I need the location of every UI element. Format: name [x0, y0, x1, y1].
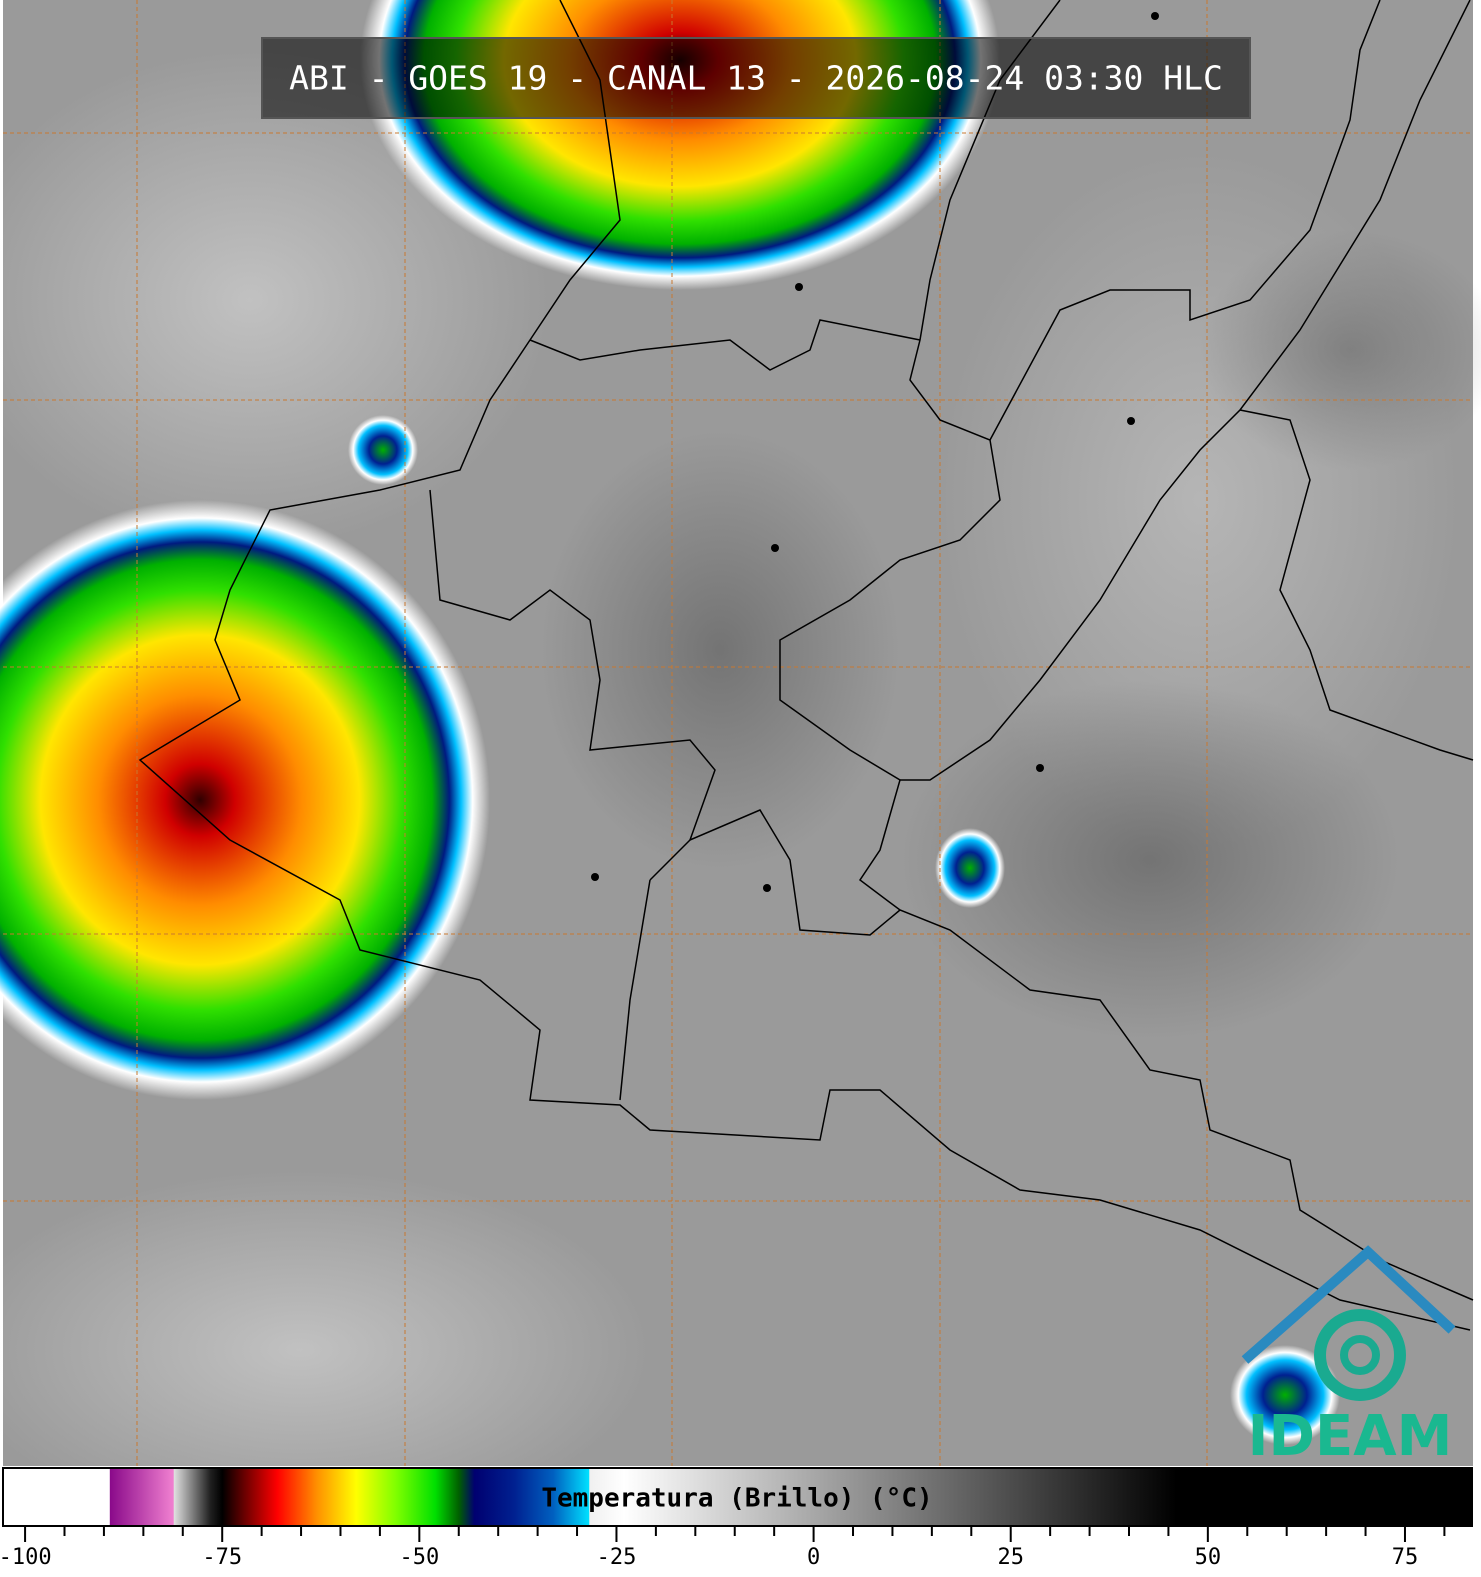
logo-text: IDEAM [1248, 1404, 1453, 1469]
tick-label: 75 [1392, 1545, 1419, 1570]
colorbar-label: Temperatura (Brillo) (°C) [541, 1484, 932, 1514]
tick-label: 25 [997, 1545, 1024, 1570]
logo: IDEAM [1241, 1245, 1456, 1469]
title: ABI - GOES 19 - CANAL 13 - 2026-08-24 03… [289, 59, 1223, 98]
tick-label: -100 [0, 1545, 52, 1570]
tick-label: 0 [807, 1545, 820, 1570]
title-box [261, 37, 1251, 119]
tick-label: -50 [399, 1545, 439, 1570]
map [0, 0, 1481, 1530]
tick-label: -75 [202, 1545, 242, 1570]
tick-label: -25 [597, 1545, 637, 1570]
tick-label: 50 [1195, 1545, 1222, 1570]
colorbar [2, 1467, 1473, 1527]
